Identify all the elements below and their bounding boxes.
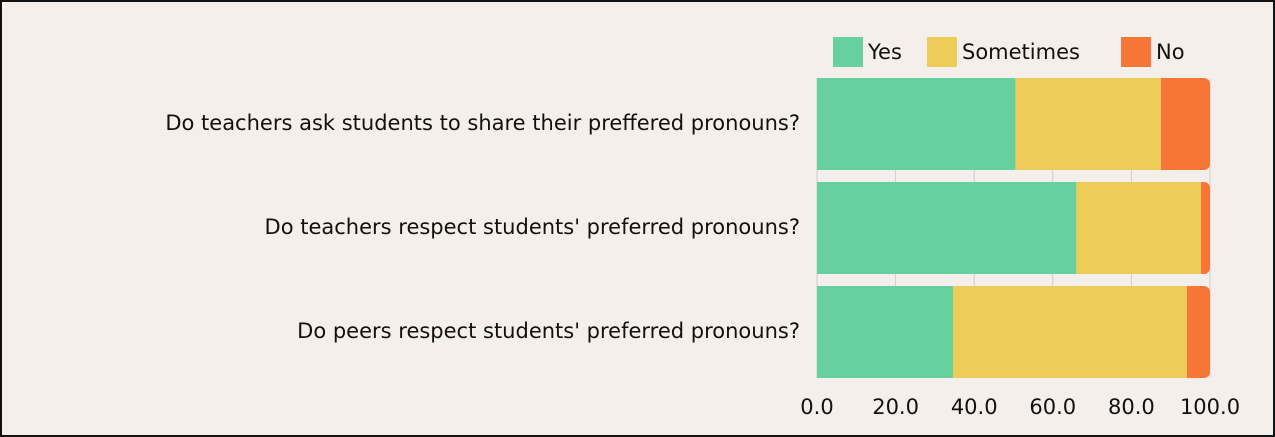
x-tick-label: 100.0 (1180, 395, 1240, 419)
bar-segment (817, 182, 1077, 274)
bar-segment (1186, 286, 1210, 378)
legend-label: Yes (867, 40, 902, 64)
x-tick-label: 60.0 (1029, 395, 1076, 419)
bar-group (817, 286, 1210, 378)
x-tick-label: 0.0 (800, 395, 833, 419)
legend-label: Sometimes (962, 40, 1080, 64)
bar-segment (817, 286, 953, 378)
x-tick-label: 20.0 (872, 395, 919, 419)
bar-segment (1160, 78, 1210, 170)
legend-label: No (1156, 40, 1185, 64)
bar-segment (952, 286, 1187, 378)
bar-segment (817, 78, 1016, 170)
bar-segment (1076, 182, 1201, 274)
legend-swatch (927, 37, 957, 67)
x-tick-label: 80.0 (1108, 395, 1155, 419)
bar-group (817, 182, 1210, 274)
bar-segment (1200, 182, 1210, 274)
legend-swatch (1121, 37, 1151, 67)
legend-swatch (833, 37, 863, 67)
y-tick-label: Do teachers respect students' preferred … (265, 215, 800, 239)
bar-segment (1015, 78, 1161, 170)
y-tick-label: Do teachers ask students to share their … (165, 111, 800, 135)
bar-group (817, 78, 1210, 170)
y-tick-label: Do peers respect students' preferred pro… (297, 319, 800, 343)
x-tick-label: 40.0 (951, 395, 998, 419)
